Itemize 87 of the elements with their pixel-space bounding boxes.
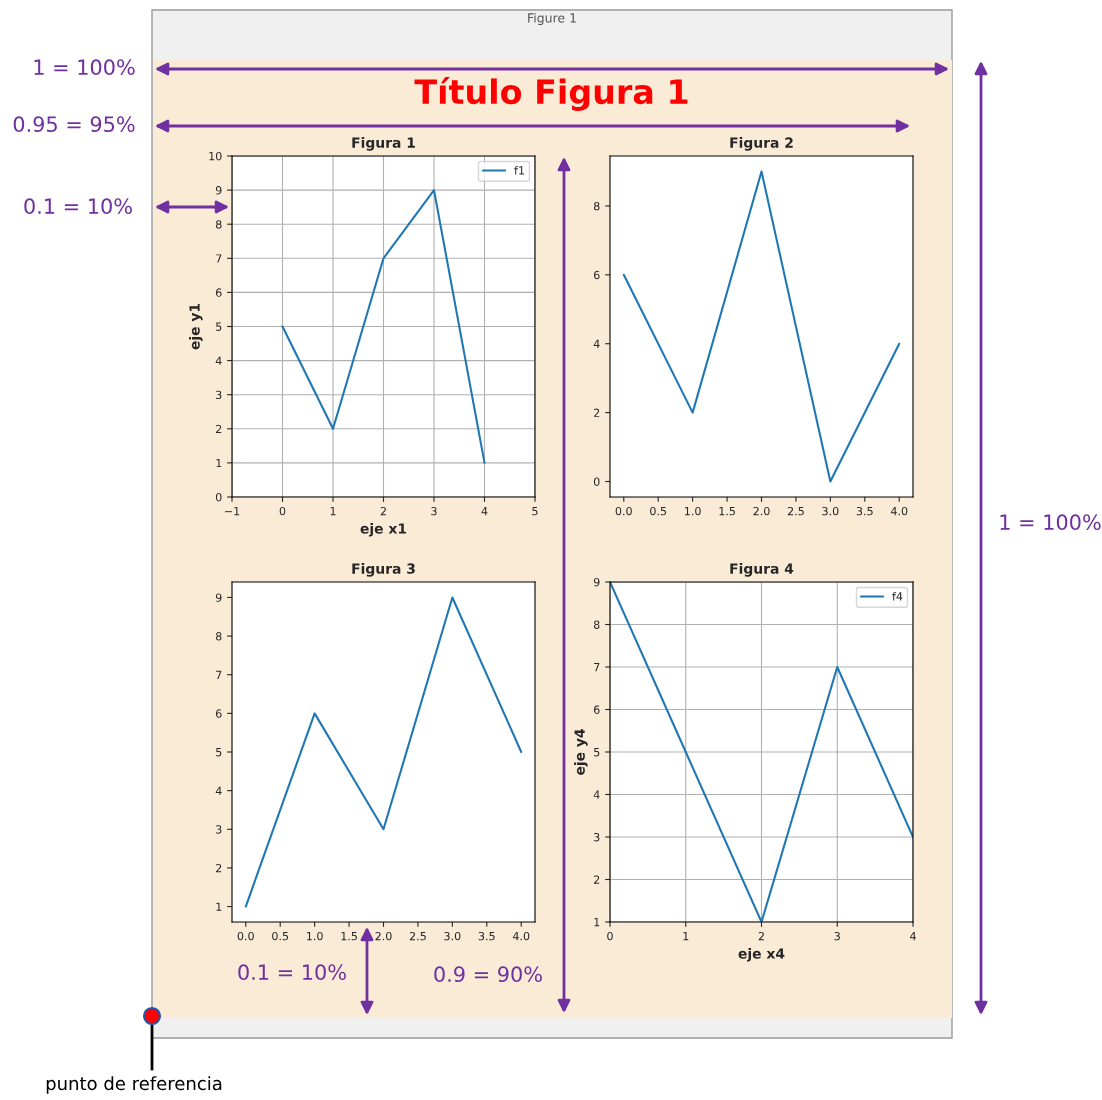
y-tick-label: 9 <box>215 593 222 602</box>
y-tick-label: 8 <box>593 620 600 629</box>
y-tick-label: 7 <box>216 254 222 263</box>
x-tick-label: 2.0 <box>753 506 770 516</box>
y-tick-label: 1 <box>216 902 222 911</box>
text: Título Figura 1 <box>414 77 688 111</box>
x-tick-label: 4 <box>481 507 488 516</box>
legend-label: f1 <box>514 166 524 175</box>
x-tick-label: 1 <box>683 932 689 941</box>
y-tick-label: 6 <box>593 270 600 280</box>
y-tick-label: 8 <box>593 201 600 211</box>
text: 0.95 = 95% <box>13 116 135 133</box>
y-axis-title: eje y1 <box>189 303 203 350</box>
chart-title: Figura 3 <box>352 563 415 577</box>
y-tick-label: 7 <box>216 670 222 679</box>
chart-title: Figura 2 <box>730 137 793 151</box>
y-tick-label: 0 <box>593 477 600 486</box>
y-tick-label: 10 <box>209 151 222 161</box>
y-tick-label: 4 <box>215 786 222 795</box>
y-tick-label: 1 <box>216 459 222 468</box>
y-axis-title: eje y4 <box>574 729 588 775</box>
y-tick-label: 2 <box>216 424 222 434</box>
line-series <box>281 189 486 464</box>
y-tick-label: 9 <box>593 577 600 587</box>
text: 0.1 = 10% <box>24 198 132 215</box>
x-tick-label: 2.0 <box>375 931 392 941</box>
x-tick-label: 4.0 <box>890 506 908 516</box>
y-tick-label: 3 <box>216 825 222 834</box>
chart-title: Figura 1 <box>352 137 415 151</box>
x-tick-label: 0 <box>279 506 286 516</box>
x-tick-label: 4 <box>910 932 916 941</box>
y-tick-label: 1 <box>594 918 600 927</box>
x-tick-label: −1 <box>224 507 240 516</box>
line-series <box>244 596 523 908</box>
y-tick-label: 6 <box>215 288 222 297</box>
y-tick-label: 4 <box>215 356 222 365</box>
x-tick-label: 5 <box>532 507 538 516</box>
text: 1 = 100% <box>1000 514 1101 531</box>
y-tick-label: 3 <box>594 832 600 842</box>
x-tick-label: 1.5 <box>719 507 735 516</box>
x-tick-label: 0 <box>607 931 613 941</box>
y-tick-label: 2 <box>594 875 600 884</box>
y-tick-label: 9 <box>215 186 222 195</box>
line-series <box>622 170 901 483</box>
x-tick-label: 0.5 <box>272 931 289 941</box>
legend-label: f4 <box>892 592 903 601</box>
caption: Figure 1 <box>528 12 576 26</box>
x-tick-label: 0.0 <box>237 931 254 941</box>
x-tick-label: 1.0 <box>685 506 701 516</box>
y-tick-label: 8 <box>215 632 222 641</box>
y-tick-label: 5 <box>216 322 222 331</box>
x-tick-label: 3.5 <box>856 506 873 516</box>
x-tick-label: 3 <box>431 506 437 516</box>
y-tick-label: 5 <box>216 748 222 757</box>
x-axis-title: eje x1 <box>360 523 407 537</box>
y-tick-label: 4 <box>593 790 600 799</box>
x-tick-label: 3 <box>834 931 840 941</box>
y-tick-label: 7 <box>594 663 600 672</box>
x-tick-label: 3.0 <box>822 506 839 516</box>
text: 0.1 = 10% <box>238 964 346 981</box>
x-tick-label: 3.0 <box>444 931 461 941</box>
line-series <box>610 582 913 922</box>
x-tick-label: 1.0 <box>307 931 323 941</box>
x-tick-label: 3.5 <box>478 931 495 941</box>
x-tick-label: 1.5 <box>341 932 357 941</box>
chart-title: Figura 4 <box>730 563 794 577</box>
y-tick-label: 6 <box>215 709 222 718</box>
x-axis-title: eje x4 <box>738 948 785 962</box>
y-tick-label: 5 <box>594 748 600 757</box>
x-tick-label: 0.0 <box>615 506 632 516</box>
x-tick-label: 2 <box>758 931 764 941</box>
x-tick-label: 2.5 <box>409 931 426 941</box>
y-tick-label: 2 <box>594 408 600 417</box>
y-tick-label: 0 <box>215 492 222 502</box>
text: 0.9 = 90% <box>434 966 542 983</box>
y-tick-label: 6 <box>593 705 600 714</box>
x-tick-label: 2 <box>380 506 386 516</box>
y-tick-label: 8 <box>215 220 222 229</box>
text: punto de referencia <box>46 1076 222 1094</box>
x-tick-label: 2.5 <box>787 506 804 516</box>
y-tick-label: 2 <box>216 863 222 873</box>
y-tick-label: 4 <box>593 339 600 348</box>
y-tick-label: 3 <box>216 390 222 400</box>
x-tick-label: 0.5 <box>650 506 667 516</box>
x-tick-label: 1 <box>330 507 336 516</box>
x-tick-label: 4.0 <box>512 931 530 941</box>
text: 1 = 100% <box>34 59 135 76</box>
